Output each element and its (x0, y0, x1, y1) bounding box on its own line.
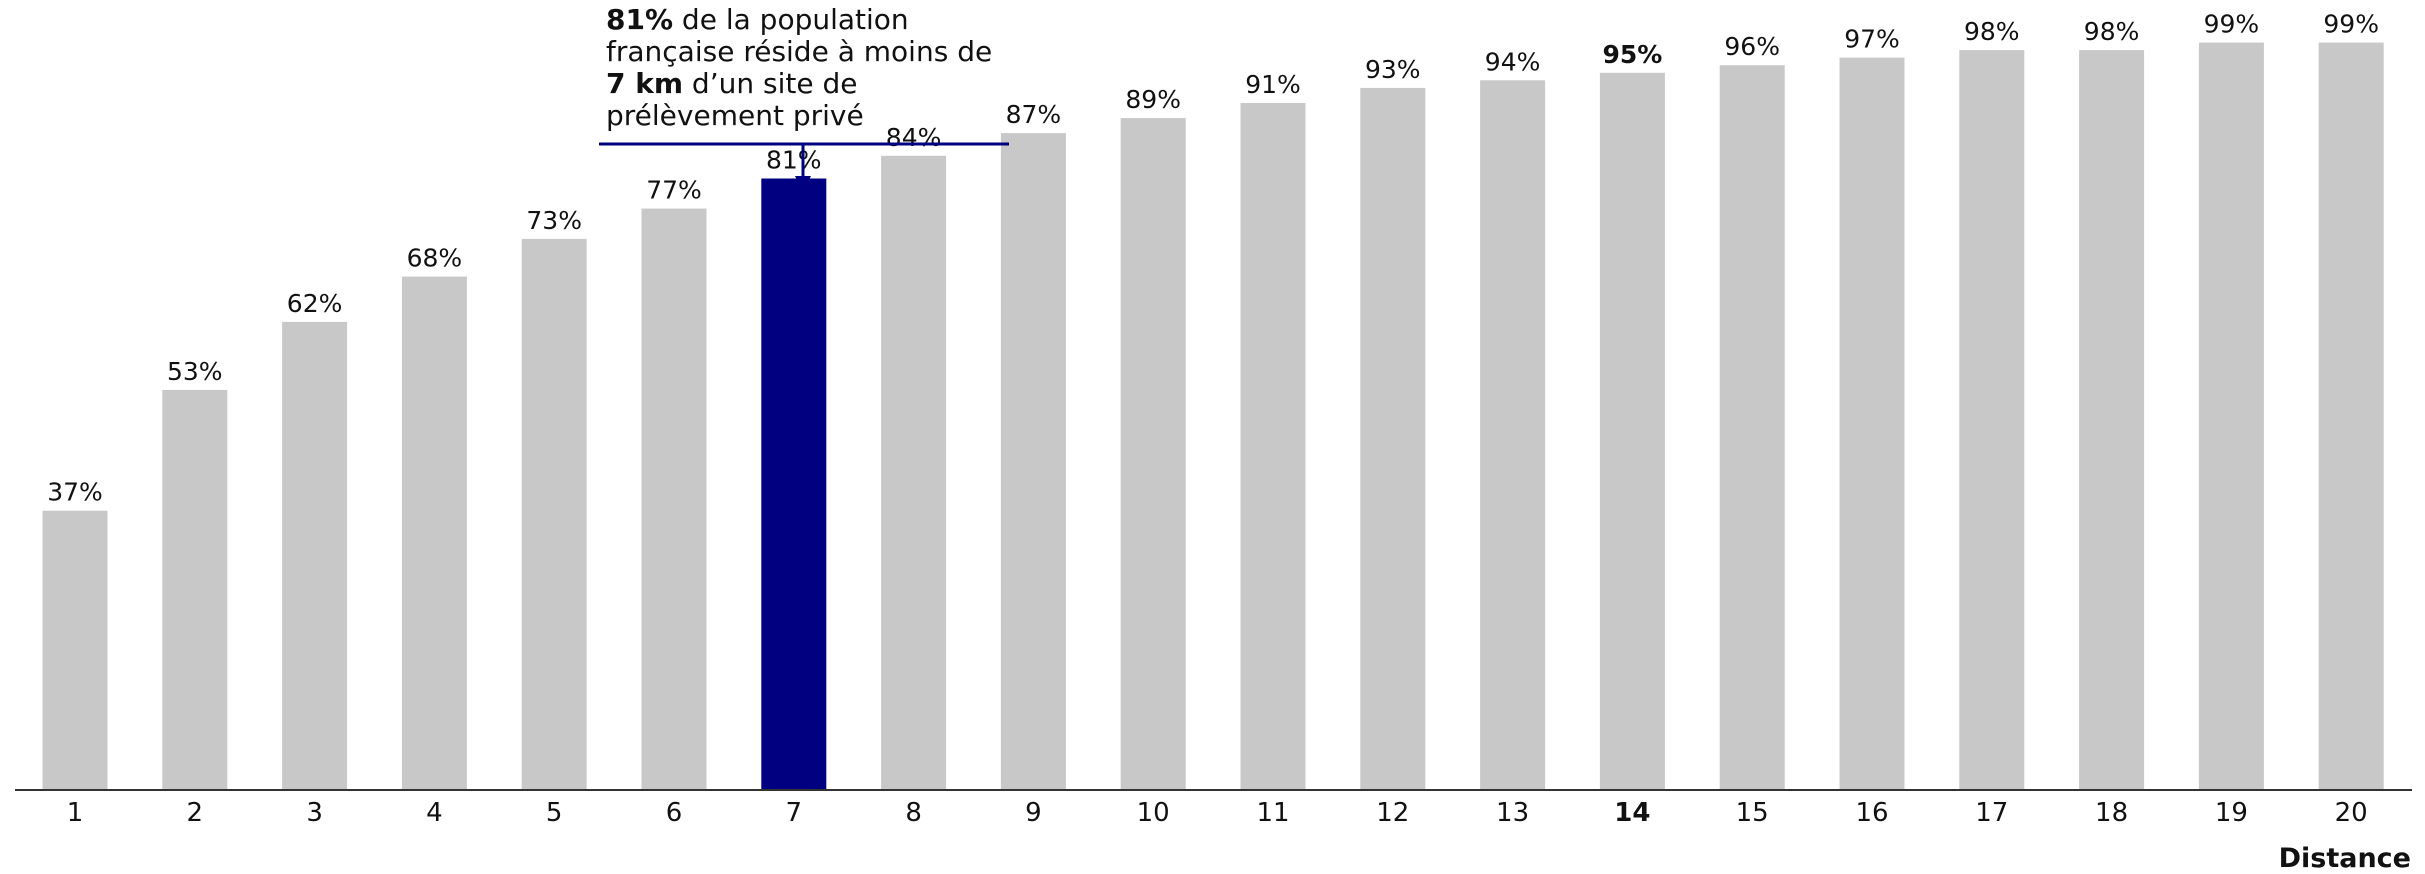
value-label-1: 37% (47, 478, 103, 507)
x-axis-title: Distance (2278, 843, 2411, 874)
bar-14 (1599, 72, 1665, 791)
tick-label-16: 16 (1855, 798, 1888, 828)
value-label-2: 53% (167, 357, 223, 386)
value-label-19: 99% (2204, 10, 2260, 39)
annotation-line-1: 81% de la population (606, 4, 1026, 36)
tick-labels-group: 1 2 3 4 5 6 7 8 9 10 11 12 13 14 15 16 17 18 19 20 (67, 798, 2368, 828)
value-label-5: 73% (526, 206, 582, 235)
value-label-11: 91% (1245, 70, 1301, 99)
tick-label-2: 2 (187, 798, 204, 828)
tick-label-6: 6 (666, 798, 683, 828)
annotation-line-4: prélèvement privé (606, 99, 864, 132)
annotation-line-3-text: d’un site de (683, 67, 858, 100)
bar-6 (641, 208, 707, 791)
bar-15 (1719, 65, 1785, 790)
annotation-line-2: française réside à moins de (606, 35, 993, 68)
value-label-6: 77% (646, 176, 702, 205)
tick-label-12: 12 (1376, 798, 1409, 828)
bar-4 (401, 276, 467, 791)
value-label-13: 94% (1485, 47, 1541, 76)
value-label-4: 68% (407, 244, 463, 273)
tick-label-8: 8 (905, 798, 922, 828)
bar-13 (1480, 80, 1546, 791)
value-label-10: 89% (1125, 85, 1181, 114)
tick-label-10: 10 (1137, 798, 1170, 828)
value-label-14: 95% (1602, 40, 1662, 69)
bars-group (42, 42, 2384, 791)
tick-label-13: 13 (1496, 798, 1529, 828)
tick-label-17: 17 (1975, 798, 2008, 828)
bar-17 (1959, 50, 2025, 791)
annotation-highlight-distance: 7 km (606, 67, 684, 100)
tick-label-11: 11 (1256, 798, 1289, 828)
annotation-line-3: 7 km d’un site de (606, 68, 1026, 100)
value-label-3: 62% (287, 289, 343, 318)
tick-label-9: 9 (1025, 798, 1042, 828)
bar-10 (1120, 118, 1186, 791)
value-labels-group: 37% 53% 62% 68% 73% 77% 81% 84% 87% 89% 91% 93% 94% 9… (47, 10, 2379, 507)
bar-1 (42, 510, 108, 790)
tick-label-14: 14 (1614, 798, 1650, 828)
bar-7 (761, 178, 827, 790)
value-label-15: 96% (1724, 32, 1780, 61)
bar-2 (162, 389, 228, 790)
tick-label-7: 7 (786, 798, 803, 828)
tick-label-5: 5 (546, 798, 563, 828)
bar-16 (1839, 57, 1905, 791)
bar-9 (1000, 133, 1066, 791)
annotation-highlight-value: 81% (606, 3, 674, 36)
tick-label-19: 19 (2215, 798, 2248, 828)
tick-label-15: 15 (1736, 798, 1769, 828)
tick-label-3: 3 (306, 798, 323, 828)
bar-20 (2318, 42, 2384, 791)
bar-18 (2079, 50, 2145, 791)
value-label-17: 98% (1964, 17, 2020, 46)
bar-11 (1240, 103, 1306, 790)
tick-label-1: 1 (67, 798, 84, 828)
tick-label-18: 18 (2095, 798, 2128, 828)
annotation-text: 81% de la population française réside à … (606, 4, 1026, 132)
value-label-16: 97% (1844, 25, 1900, 54)
bar-3 (282, 321, 348, 790)
bar-5 (521, 238, 587, 790)
value-label-9: 87% (1006, 100, 1062, 129)
bar-19 (2198, 42, 2264, 791)
annotation-arrow-head (795, 176, 811, 192)
value-label-7: 81% (766, 146, 822, 175)
bar-12 (1360, 87, 1426, 790)
value-label-12: 93% (1365, 55, 1421, 84)
tick-label-20: 20 (2335, 798, 2368, 828)
value-label-18: 98% (2084, 17, 2140, 46)
value-label-8: 84% (886, 123, 942, 152)
annotation-line-1-text: de la population (673, 3, 909, 36)
tick-label-4: 4 (426, 798, 443, 828)
bar-8 (881, 155, 947, 791)
value-label-20: 99% (2323, 10, 2379, 39)
